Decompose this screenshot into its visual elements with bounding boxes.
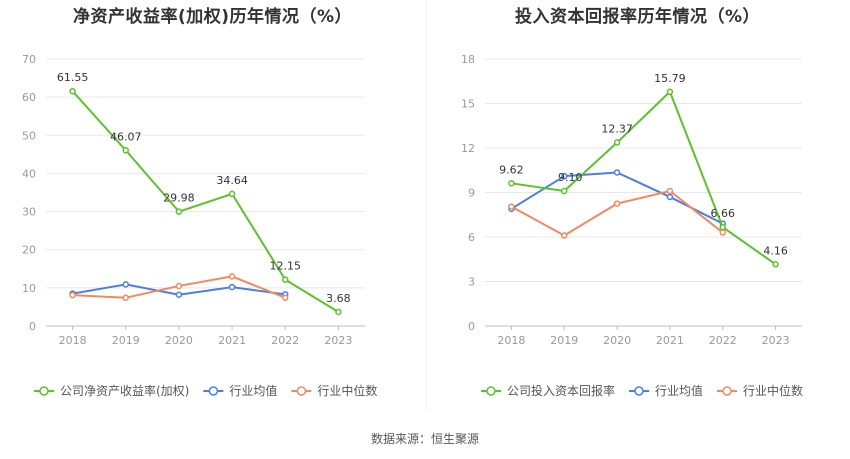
data-point [561,187,568,195]
y-tick-label: 30 [22,206,36,219]
y-tick-label: 50 [22,129,36,142]
x-tick-label: 2023 [324,334,352,347]
y-tick-label: 9 [468,187,475,200]
y-tick-label: 0 [29,320,36,333]
series-line [511,90,777,266]
legend-item: 公司净资产收益率(加权) [34,383,189,398]
panel-divider [426,0,427,410]
data-label: 61.55 [57,71,89,84]
legend-item: 行业均值 [203,383,277,398]
data-label: 15.79 [654,72,686,85]
y-tick-label: 20 [22,244,36,257]
data-label: 46.07 [110,130,142,143]
data-point [772,261,779,268]
data-point [282,294,289,302]
x-tick-label: 2019 [550,334,578,347]
data-label: 9.10 [558,171,583,184]
data-point [719,223,726,231]
x-tick-label: 2023 [762,334,790,347]
data-label: 9.62 [499,163,524,176]
data-label: 4.16 [763,244,788,257]
data-point [69,291,76,299]
legend-label: 公司净资产收益率(加权) [60,383,189,398]
y-tick-label: 40 [22,167,36,180]
legend-label: 行业均值 [655,383,703,398]
y-tick-label: 60 [22,91,36,104]
data-point [175,282,183,290]
data-point [719,229,726,236]
x-tick-label: 2022 [271,334,299,347]
x-tick-label: 2020 [603,334,631,347]
roe-chart-panel: 净资产收益率(加权)历年情况（%） 0 10 20 30 40 50 60 70 2018 201… [0,0,425,415]
chart-title: 投入资本回报率历年情况（%） [514,7,761,27]
data-point [613,200,621,207]
y-tick-label: 18 [461,53,475,66]
data-label: 6.66 [711,207,736,220]
data-point [613,139,621,146]
data-point [228,283,236,291]
y-tick-label: 6 [468,231,475,244]
data-point [175,291,183,298]
data-label: 3.68 [326,292,351,305]
x-tick-label: 2019 [112,334,140,347]
legend-swatch-marker [634,386,644,396]
data-label: 34.64 [216,174,248,187]
legend-label: 行业均值 [229,383,277,398]
x-tick-label: 2020 [165,334,193,347]
legend-item: 行业中位数 [717,383,803,398]
data-point [613,169,621,176]
data-point [561,172,568,180]
y-tick-label: 70 [22,53,36,66]
legend-swatch-marker [722,386,732,396]
roic-chart-panel: 投入资本回报率历年情况（%） 0 3 6 9 12 15 18 2018 2019 2020 202… [425,0,850,415]
data-source: 数据来源：恒生聚源 [370,432,479,446]
y-tick-label: 0 [468,320,475,333]
data-label: 12.15 [270,260,302,273]
legend-swatch-marker [486,386,496,396]
data-point [175,208,183,215]
series-line [71,90,339,313]
data-point [122,147,129,154]
x-tick-label: 2021 [656,334,684,347]
data-point [666,193,674,201]
roe-line-chart: 0 10 20 30 40 50 60 70 2018 2019 2020 2021 2022 2023 6… [22,53,377,398]
data-point [282,276,289,283]
legend-item: 行业均值 [629,383,703,398]
data-point [508,203,515,210]
x-tick-label: 2018 [497,334,525,347]
data-point [228,273,236,280]
legend-label: 行业中位数 [743,383,803,398]
legend-label: 公司投入资本回报率 [507,383,615,398]
x-tick-label: 2021 [218,334,246,347]
y-tick-label: 15 [461,98,475,111]
data-point [122,281,129,288]
data-point [508,180,515,187]
y-tick-label: 12 [461,142,475,155]
y-tick-label: 3 [468,276,475,289]
roic-line-chart: 0 3 6 9 12 15 18 2018 2019 2020 2021 2022 2023 9.62 9.… [461,53,803,398]
data-point [69,87,76,95]
data-point [122,294,129,302]
x-tick-label: 2018 [59,334,87,347]
data-label: 12.37 [601,123,633,136]
data-point [666,187,674,195]
series-line [510,190,724,237]
legend-label: 行业中位数 [317,383,377,398]
legend-item: 行业中位数 [291,383,377,398]
legend-swatch-marker [208,386,219,396]
legend-swatch-marker [39,386,49,396]
legend-item: 公司投入资本回报率 [481,383,615,398]
series-line [510,171,724,225]
data-label: 29.98 [163,192,195,205]
x-tick-label: 2022 [709,334,737,347]
data-point [228,190,236,198]
y-tick-label: 10 [22,282,36,295]
data-point [561,232,568,239]
chart-title: 净资产收益率(加权)历年情况（%） [72,7,353,27]
legend-swatch-marker [296,386,307,396]
data-point [335,308,342,316]
data-point [666,88,674,96]
